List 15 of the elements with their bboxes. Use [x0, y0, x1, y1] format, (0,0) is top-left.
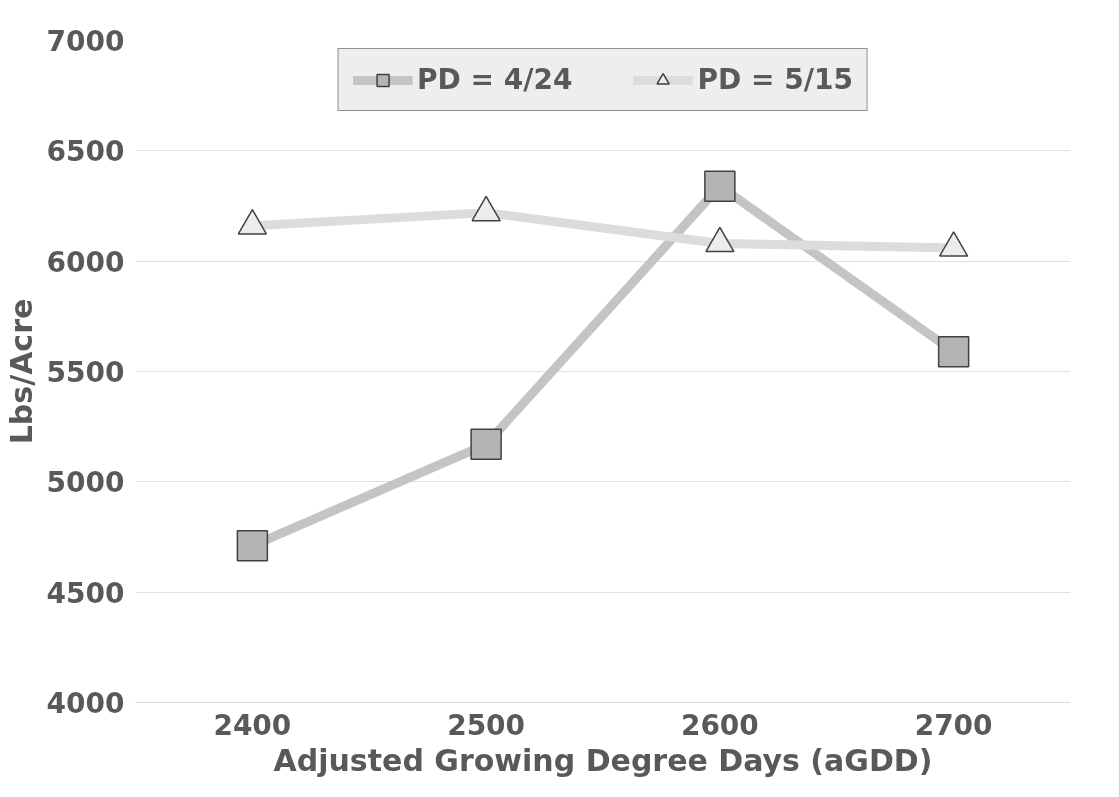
x-axis-title: Adjusted Growing Degree Days (aGDD): [273, 742, 933, 778]
x-tick-label: 2600: [680, 708, 759, 742]
y-tick-label: 6500: [46, 135, 125, 169]
x-tick-label: 2400: [213, 708, 292, 742]
y-tick-label: 6000: [46, 245, 125, 279]
y-tick-label: 4500: [46, 576, 125, 610]
y-tick-label: 5500: [46, 356, 125, 389]
legend-label: PD = 5/15: [697, 63, 853, 96]
y-axis-title: Lbs/Acre: [3, 298, 39, 445]
y-tick-label: 7000: [46, 25, 125, 58]
y-tick-label: 5000: [46, 466, 125, 500]
x-tick-label: 2500: [447, 708, 526, 742]
y-tick-label: 4000: [46, 687, 125, 720]
x-tick-label: 2700: [914, 708, 993, 742]
legend-label: PD = 4/24: [417, 63, 573, 96]
